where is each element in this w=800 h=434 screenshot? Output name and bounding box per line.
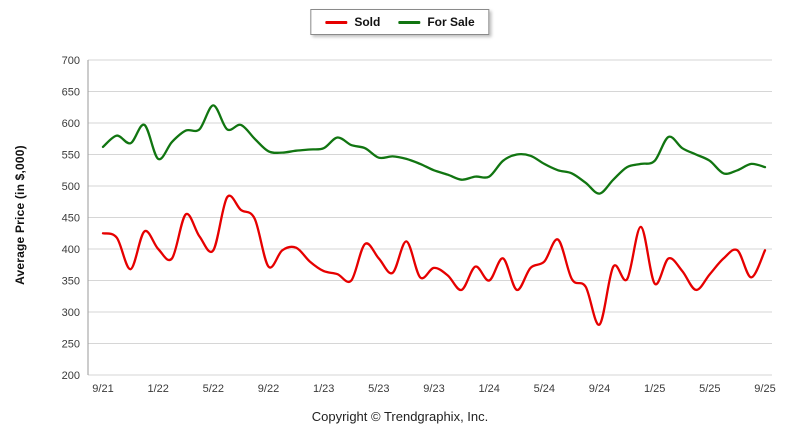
x-tick-label: 5/25 bbox=[699, 383, 720, 395]
y-tick-label: 200 bbox=[62, 370, 80, 382]
y-tick-label: 450 bbox=[62, 213, 80, 225]
x-tick-label: 1/23 bbox=[313, 383, 334, 395]
y-tick-label: 650 bbox=[62, 87, 80, 99]
legend-item-forsale: For Sale bbox=[398, 15, 475, 29]
forsale-line-swatch bbox=[398, 20, 421, 24]
chart-legend: Sold For Sale bbox=[310, 9, 490, 35]
y-tick-label: 300 bbox=[62, 307, 80, 319]
x-tick-label: 5/24 bbox=[534, 383, 555, 395]
sold-series-line bbox=[101, 194, 767, 326]
x-tick-label: 9/21 bbox=[92, 383, 113, 395]
y-tick-label: 350 bbox=[62, 276, 80, 288]
average-price-line-chart: 200 250 300 350 400 450 500 550 600 650 700 9/21 1/2… bbox=[62, 55, 776, 395]
legend-item-sold: Sold bbox=[325, 15, 380, 29]
y-tick-label: 400 bbox=[62, 244, 80, 256]
forsale-legend-label: For Sale bbox=[427, 15, 475, 29]
copyright-text: Copyright © Trendgraphix, Inc. bbox=[311, 409, 489, 424]
x-tick-label: 5/22 bbox=[203, 383, 224, 395]
x-tick-label: 9/24 bbox=[589, 383, 610, 395]
y-tick-label: 250 bbox=[62, 339, 80, 351]
x-tick-label: 9/23 bbox=[423, 383, 444, 395]
x-tick-label: 9/25 bbox=[754, 383, 775, 395]
sold-legend-label: Sold bbox=[354, 15, 381, 29]
y-tick-label: 550 bbox=[62, 150, 80, 162]
forsale-series-line bbox=[101, 104, 767, 195]
x-tick-label: 1/25 bbox=[644, 383, 665, 395]
x-tick-label: 1/24 bbox=[478, 383, 499, 395]
x-tick-label: 5/23 bbox=[368, 383, 389, 395]
y-tick-label: 500 bbox=[62, 181, 80, 193]
x-tick-label: 9/22 bbox=[258, 383, 279, 395]
sold-line-swatch bbox=[325, 20, 348, 24]
y-tick-label: 600 bbox=[62, 118, 80, 130]
x-tick-label: 1/22 bbox=[147, 383, 168, 395]
y-tick-label: 700 bbox=[62, 55, 80, 67]
